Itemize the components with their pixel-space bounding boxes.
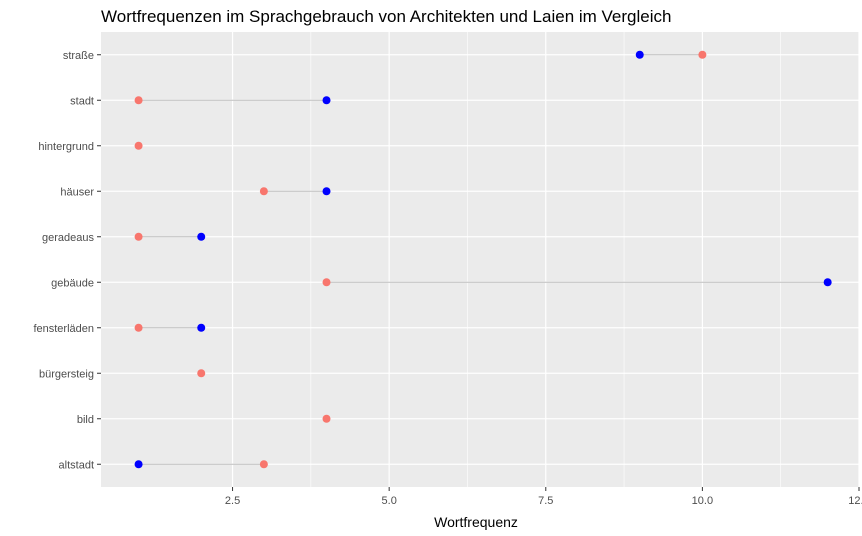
y-tick-label: gebäude [51,277,94,289]
point-series1-straße [698,50,707,59]
chart-title: Wortfrequenzen im Sprachgebrauch von Arc… [101,7,671,26]
point-series1-fensterläden [134,323,143,332]
y-tick-label: stadt [70,95,94,107]
point-series2-fensterläden [197,323,206,332]
y-axis: straße stadt hintergrund häuser geradeaus geb… [33,50,101,471]
point-series1-altstadt [259,460,268,469]
data-points [134,50,832,469]
point-series2-gebäude [823,278,832,287]
x-axis-title: Wortfrequenz [434,514,518,530]
y-tick-label: hintergrund [38,141,94,153]
segments [138,54,828,465]
y-tick-label: häuser [60,186,94,198]
x-tick-label: 5.0 [382,495,397,507]
x-tick-label: 10.0 [692,495,713,507]
point-series1-bild [322,414,331,423]
point-series1-stadt [134,96,143,105]
point-series2-altstadt [134,460,143,469]
y-tick-label: fensterläden [33,323,94,335]
x-tick-label: 2.5 [225,495,240,507]
y-tick-label: geradeaus [42,232,94,244]
point-series1-gebäude [322,278,331,287]
point-series1-geradeaus [134,232,143,241]
point-series1-häuser [259,187,268,196]
point-series2-häuser [322,187,331,196]
point-series1-hintergrund [134,141,143,150]
y-tick-label: altstadt [59,459,94,471]
x-tick-label: 12.5 [848,495,862,507]
point-series1-bürgersteig [197,369,206,378]
plot-panel [101,32,859,487]
x-axis: 2.5 5.0 7.5 10.0 12.5 [225,487,862,507]
point-series2-geradeaus [197,232,206,241]
y-tick-label: bürgersteig [39,368,94,380]
point-series2-stadt [322,96,331,105]
y-tick-label: straße [63,50,94,62]
x-tick-label: 7.5 [538,495,553,507]
y-tick-label: bild [77,414,94,426]
point-series2-straße [635,50,644,59]
